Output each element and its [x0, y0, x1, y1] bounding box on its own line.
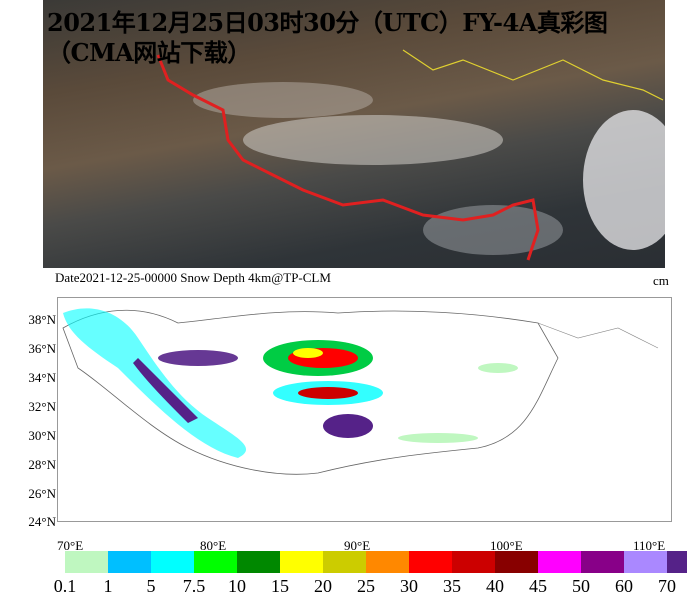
lat-label: 36°N	[28, 341, 56, 356]
lat-label: 34°N	[28, 370, 56, 385]
province-line	[402, 49, 664, 101]
colorbar-segment	[151, 551, 194, 573]
snow-patch	[293, 348, 323, 358]
colorbar-label: 20	[314, 576, 332, 596]
colorbar-segment	[581, 551, 624, 573]
colorbar-segment	[108, 551, 151, 573]
colorbar-label: 50	[572, 576, 590, 596]
colorbar-label: 30	[400, 576, 418, 596]
satellite-image	[43, 0, 665, 268]
plateau-outline	[62, 309, 559, 475]
colorbar-label: 35	[443, 576, 461, 596]
lat-label: 28°N	[28, 457, 56, 472]
colorbar-label: 1	[103, 576, 113, 596]
snow-patch	[323, 414, 373, 438]
border-line	[156, 54, 540, 261]
colorbar-segment	[452, 551, 495, 573]
colorbar-segment	[65, 551, 108, 573]
snow-patch	[133, 358, 198, 423]
colorbar-label: 0.1	[53, 576, 77, 596]
lat-label: 24°N	[28, 514, 56, 529]
colorbar-label: 25	[357, 576, 375, 596]
colorbar-label: 40	[486, 576, 504, 596]
lat-label: 38°N	[28, 312, 56, 327]
colorbar-segment	[280, 551, 323, 573]
snow-patch	[398, 433, 478, 443]
page-title: 2021年12月25日03时30分（UTC）FY-4A真彩图（CMA网站下载）	[47, 8, 608, 67]
lon-label: 80°E	[200, 538, 227, 553]
colorbar-label: 15	[271, 576, 289, 596]
lon-label: 90°E	[344, 538, 371, 553]
lat-label: 30°N	[28, 428, 56, 443]
snow-patch	[298, 387, 358, 399]
colorbar-label: 10	[228, 576, 246, 596]
colorbar-label: 7.5	[182, 576, 206, 596]
colorbar-segment	[366, 551, 409, 573]
colorbar-segment	[667, 551, 687, 573]
cloud	[193, 82, 373, 118]
snow-depth-svg	[62, 308, 659, 475]
unit-label: cm	[653, 273, 669, 288]
colorbar-segment	[237, 551, 280, 573]
colorbar-segment	[495, 551, 538, 573]
colorbar-label: 60	[615, 576, 633, 596]
satellite-overlay	[156, 49, 665, 261]
colorbar-segment	[624, 551, 667, 573]
colorbar-label: 45	[529, 576, 547, 596]
cloud	[583, 110, 665, 250]
lon-label: 100°E	[490, 538, 523, 553]
snow-patch	[478, 363, 518, 373]
snow-depth-map	[57, 297, 672, 522]
colorbar-segment	[538, 551, 581, 573]
colorbar-segment	[22, 551, 65, 573]
colorbar-label: 70	[658, 576, 676, 596]
colorbar-label: 5	[146, 576, 156, 596]
lon-label: 110°E	[633, 538, 666, 553]
map-caption: Date2021-12-25-00000 Snow Depth 4km@TP-C…	[55, 270, 331, 285]
province-line	[537, 322, 659, 349]
cloud	[243, 115, 503, 165]
snow-patch	[158, 350, 238, 366]
cloud	[423, 205, 563, 255]
lat-label: 32°N	[28, 399, 56, 414]
colorbar-segment	[323, 551, 366, 573]
colorbar-segment	[409, 551, 452, 573]
lat-label: 26°N	[28, 486, 56, 501]
colorbar-segment	[194, 551, 237, 573]
lon-label: 70°E	[57, 538, 84, 553]
